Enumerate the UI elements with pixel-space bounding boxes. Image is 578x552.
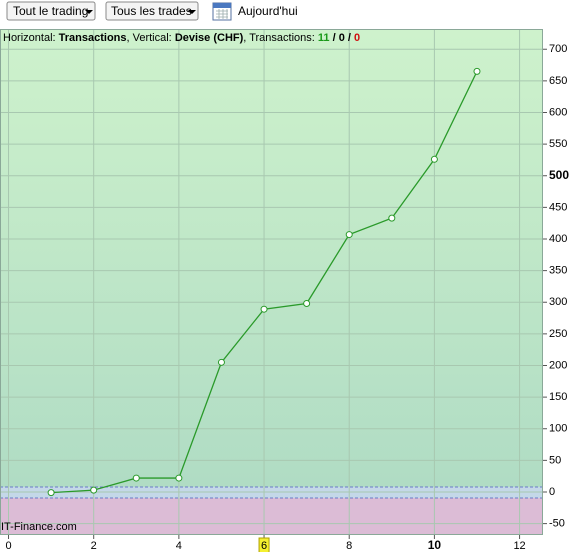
background-positive <box>0 29 543 487</box>
x-tick-label: 0 <box>5 540 11 552</box>
x-prefix: Horizontal: <box>3 32 56 44</box>
y-tick-label: 100 <box>549 423 567 435</box>
plot-area <box>0 29 547 539</box>
x-tick-label: 6 <box>261 540 267 552</box>
data-point <box>132 474 140 482</box>
data-point <box>217 358 225 366</box>
y-tick-label: 450 <box>549 201 567 213</box>
y-tick-label: 300 <box>549 296 567 308</box>
data-point <box>345 231 353 239</box>
data-point <box>47 489 55 497</box>
date-label[interactable]: Aujourd'hui <box>238 4 298 18</box>
x-label: Transactions <box>59 32 127 44</box>
x-tick-label: 10 <box>428 538 442 552</box>
dropdown[interactable] <box>6 1 96 21</box>
background-negative <box>0 497 543 535</box>
separator: / <box>348 32 351 44</box>
count: 0 <box>354 32 360 44</box>
y-prefix: , Vertical: <box>127 32 172 44</box>
y-tick-label: 550 <box>549 138 567 150</box>
x-tick-label: 4 <box>176 540 182 552</box>
data-point <box>388 214 396 222</box>
count: 0 <box>339 32 345 44</box>
y-tick-label: 600 <box>549 106 567 118</box>
y-tick-label: 50 <box>549 454 561 466</box>
data-point <box>473 67 481 75</box>
separator: / <box>333 32 336 44</box>
y-tick-label: 500 <box>549 168 569 182</box>
data-point <box>90 486 98 494</box>
dropdown-label[interactable]: Tout le trading <box>13 4 88 18</box>
tick-highlight <box>258 537 270 552</box>
y-tick-label: -50 <box>549 518 565 530</box>
watermark: IT-Finance.com <box>1 521 77 533</box>
y-tick-label: 650 <box>549 75 567 87</box>
y-tick-label: 200 <box>549 359 567 371</box>
dropdown-arrow <box>188 10 196 14</box>
y-tick-label: 350 <box>549 265 567 277</box>
y-tick-label: 250 <box>549 328 567 340</box>
y-tick-label: 400 <box>549 233 567 245</box>
toolbar: Tout le trading Tous les trades Aujourd'… <box>6 1 298 21</box>
data-point <box>303 300 311 308</box>
y-tick-label: 150 <box>549 391 567 403</box>
calendar-icon[interactable] <box>212 2 232 21</box>
dropdown-label[interactable]: Tous les trades <box>111 4 192 18</box>
x-tick-label: 8 <box>346 540 352 552</box>
x-tick-label: 12 <box>513 540 525 552</box>
y-tick-label: 700 <box>549 43 567 55</box>
data-point <box>430 155 438 163</box>
data-point <box>175 474 183 482</box>
y-label: Devise (CHF) <box>175 32 244 44</box>
x-tick-label: 2 <box>91 540 97 552</box>
y-tick-label: 0 <box>549 486 555 498</box>
dropdown-arrow <box>85 10 93 14</box>
plot-border <box>0 29 543 535</box>
count: 11 <box>318 32 330 44</box>
count-prefix: , Transactions: <box>243 32 315 44</box>
data-point <box>260 305 268 313</box>
dropdown[interactable] <box>105 1 199 21</box>
chart-header: Horizontal: Transactions, Vertical: Devi… <box>3 32 360 44</box>
